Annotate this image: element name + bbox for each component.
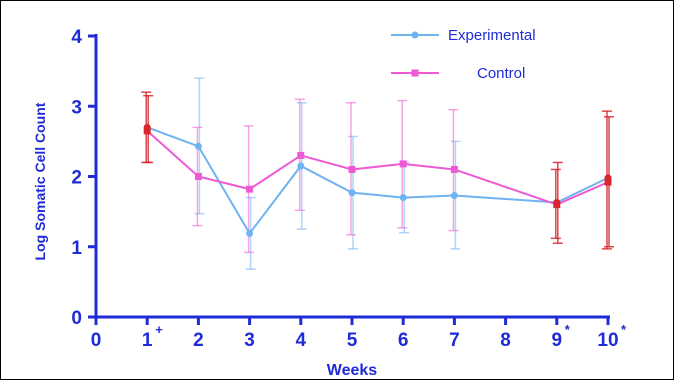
x-tick-label: 10 — [597, 330, 618, 351]
x-tick-superscript: + — [155, 322, 163, 337]
data-point-control — [604, 178, 612, 186]
legend: Experimental Control — [391, 27, 536, 82]
data-point-control — [348, 165, 356, 173]
error-bars — [141, 77, 614, 270]
series-line-control — [146, 130, 609, 206]
data-point-control — [143, 127, 151, 135]
data-point-control — [246, 185, 254, 193]
data-point-control — [194, 173, 202, 180]
legend-marker-experimental — [411, 31, 419, 39]
x-tick-label: 1 — [142, 330, 153, 351]
data-point-experimental — [450, 191, 458, 199]
y-tick-label: 2 — [71, 168, 82, 189]
data-point-control — [297, 151, 305, 159]
x-tick-label: 3 — [244, 330, 255, 351]
legend-label-experimental: Experimental — [448, 27, 536, 44]
x-tick-label: 0 — [91, 330, 102, 351]
x-tick-label: 9 — [552, 330, 563, 351]
legend-marker-control — [411, 69, 419, 77]
x-tick-label: 8 — [500, 330, 511, 351]
x-tick-label: 6 — [398, 330, 409, 351]
data-points — [143, 123, 612, 237]
data-point-control — [553, 201, 561, 209]
x-tick-label: 5 — [347, 330, 358, 351]
y-tick-label: 1 — [71, 238, 82, 259]
data-point-experimental — [194, 142, 202, 150]
x-tick-label: 7 — [449, 330, 460, 351]
data-point-experimental — [246, 229, 254, 237]
y-tick-label: 0 — [71, 308, 82, 329]
y-tick-label: 3 — [71, 97, 82, 118]
legend-label-control: Control — [477, 65, 525, 82]
data-point-experimental — [399, 194, 407, 202]
x-tick-superscript: * — [621, 322, 627, 337]
data-point-experimental — [348, 189, 356, 197]
data-point-control — [450, 165, 458, 173]
series-lines — [146, 126, 609, 236]
y-axis-title: Log Somatic Cell Count — [32, 102, 48, 260]
x-tick-label: 2 — [193, 330, 204, 351]
y-tick-label: 4 — [71, 27, 82, 48]
data-point-control — [399, 160, 407, 168]
x-axis-title: Weeks — [327, 362, 378, 379]
data-point-experimental — [297, 162, 305, 170]
x-tick-superscript: * — [565, 322, 571, 337]
x-tick-label: 4 — [296, 330, 307, 351]
